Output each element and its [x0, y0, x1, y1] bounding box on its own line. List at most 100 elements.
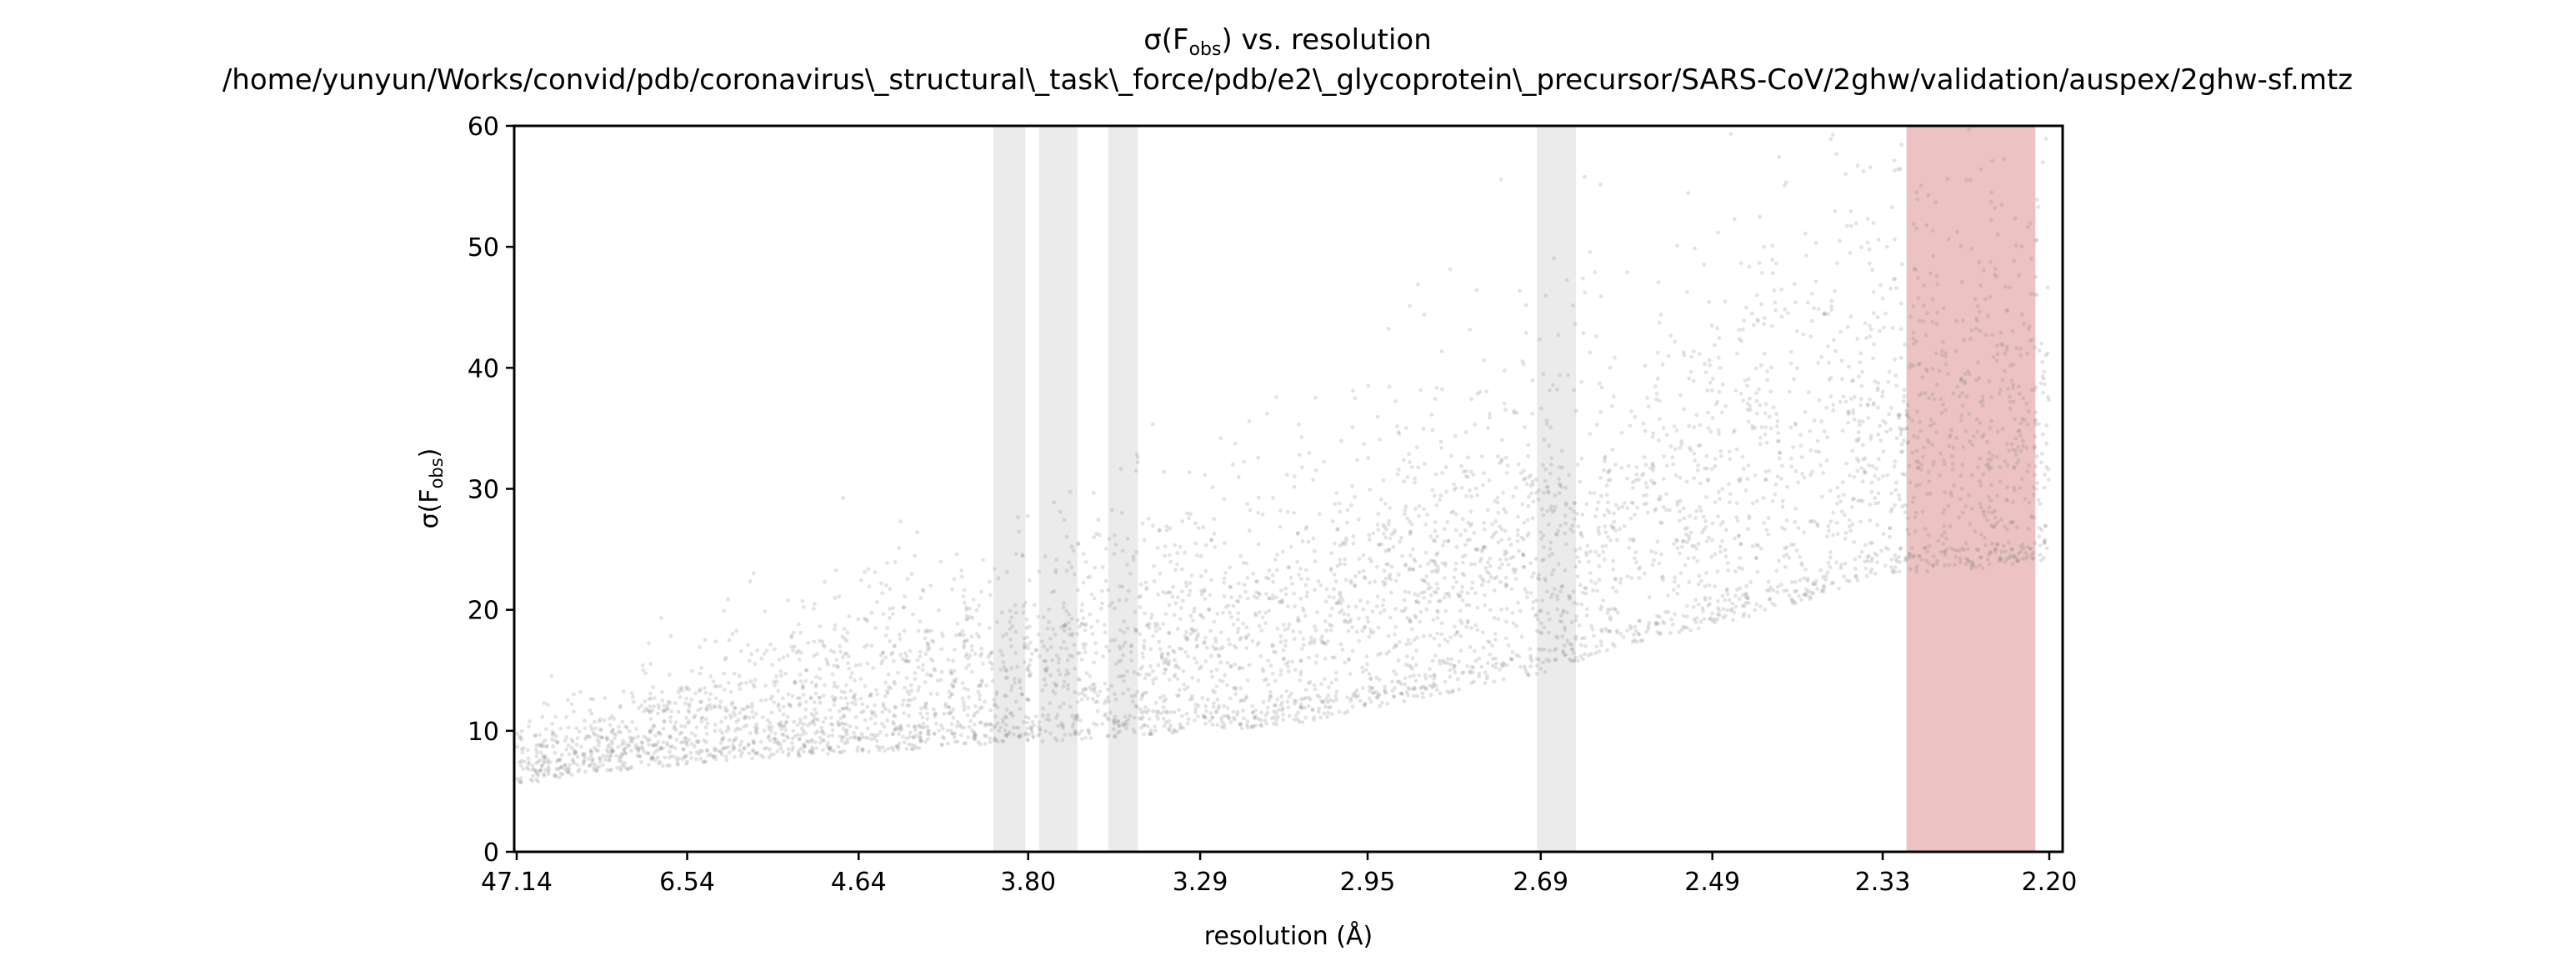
data-point — [1014, 725, 1018, 730]
data-point — [1968, 439, 1973, 444]
data-point — [1482, 527, 1487, 532]
data-point — [1943, 351, 1948, 356]
data-point — [1000, 738, 1004, 743]
data-point — [560, 772, 565, 777]
data-point — [1643, 571, 1647, 576]
data-point — [1353, 690, 1358, 695]
data-point — [1443, 561, 1448, 566]
data-point — [1402, 598, 1407, 603]
data-point — [1943, 550, 1948, 554]
data-point — [1705, 466, 1709, 471]
data-point — [1828, 375, 1833, 380]
data-point — [790, 693, 795, 698]
data-point — [1418, 619, 1422, 624]
data-point — [550, 722, 554, 726]
data-point — [1562, 643, 1567, 648]
data-point — [1969, 559, 1974, 564]
data-point — [528, 719, 532, 723]
data-point — [1268, 693, 1273, 698]
data-point — [1964, 178, 1969, 183]
data-point — [1343, 578, 1348, 583]
data-point — [1090, 632, 1095, 636]
data-point — [1172, 650, 1177, 654]
data-point — [791, 745, 796, 749]
data-point — [1788, 456, 1793, 461]
data-point — [1302, 608, 1306, 613]
data-point — [1247, 419, 1252, 423]
data-point — [1309, 639, 1313, 644]
data-point — [962, 645, 967, 650]
data-point — [1801, 332, 1806, 337]
data-point — [1793, 601, 1798, 606]
data-point — [1377, 693, 1381, 698]
data-point — [1221, 679, 1225, 683]
data-point — [1134, 550, 1139, 555]
data-point — [1285, 473, 1289, 477]
data-point — [1696, 542, 1701, 546]
data-point — [748, 679, 753, 683]
shaded-bands — [993, 126, 2036, 852]
data-point — [1925, 492, 1929, 497]
data-point — [833, 696, 838, 700]
data-point — [1330, 519, 1335, 523]
data-point — [2033, 419, 2038, 423]
data-point — [1109, 508, 1114, 513]
data-point — [1927, 396, 1931, 401]
data-point — [1783, 546, 1788, 551]
data-point — [1271, 596, 1275, 601]
data-point — [704, 732, 709, 736]
data-point — [1148, 728, 1153, 733]
data-point — [1615, 538, 1619, 543]
data-point — [668, 719, 673, 724]
data-point — [1412, 557, 1417, 562]
data-point — [623, 761, 628, 765]
data-point — [693, 691, 698, 696]
data-point — [1682, 353, 1687, 358]
data-point — [2035, 238, 2039, 243]
data-point — [1250, 639, 1255, 643]
data-point — [849, 671, 854, 676]
data-point — [1323, 677, 1327, 682]
data-point — [1575, 602, 1580, 606]
data-point — [1486, 426, 1490, 430]
data-point — [1518, 664, 1523, 669]
data-point — [1019, 692, 1024, 697]
data-point — [1399, 608, 1404, 613]
data-point — [1481, 544, 1486, 549]
data-point — [1978, 501, 1983, 506]
data-point — [1872, 401, 1876, 405]
data-point — [1854, 457, 1859, 461]
data-point — [1453, 567, 1458, 572]
data-point — [905, 659, 910, 663]
data-point — [1793, 589, 1798, 593]
data-point — [995, 721, 1000, 726]
data-point — [1282, 656, 1287, 661]
data-point — [760, 715, 765, 719]
data-point — [1688, 513, 1693, 518]
data-point — [1300, 539, 1305, 543]
data-point — [1981, 472, 1986, 477]
data-point — [1762, 322, 1767, 326]
data-point — [628, 766, 633, 771]
data-point — [1503, 368, 1507, 373]
data-point — [1258, 723, 1263, 727]
data-point — [1387, 384, 1392, 389]
data-point — [1209, 538, 1213, 543]
data-point — [1694, 547, 1699, 551]
data-point — [608, 758, 612, 762]
data-point — [1836, 494, 1841, 499]
data-point — [730, 632, 735, 636]
data-point — [1833, 209, 1838, 213]
data-point — [1908, 314, 1913, 319]
data-point — [1338, 590, 1343, 595]
data-point — [2017, 384, 2021, 389]
data-point — [1203, 635, 1208, 640]
data-point — [1466, 455, 1470, 460]
data-point — [1940, 348, 1944, 353]
data-point — [1199, 613, 1203, 618]
data-point — [1579, 602, 1584, 607]
data-point — [964, 608, 969, 612]
data-point — [2046, 395, 2050, 399]
data-point — [755, 751, 760, 755]
data-point — [2013, 448, 2018, 453]
